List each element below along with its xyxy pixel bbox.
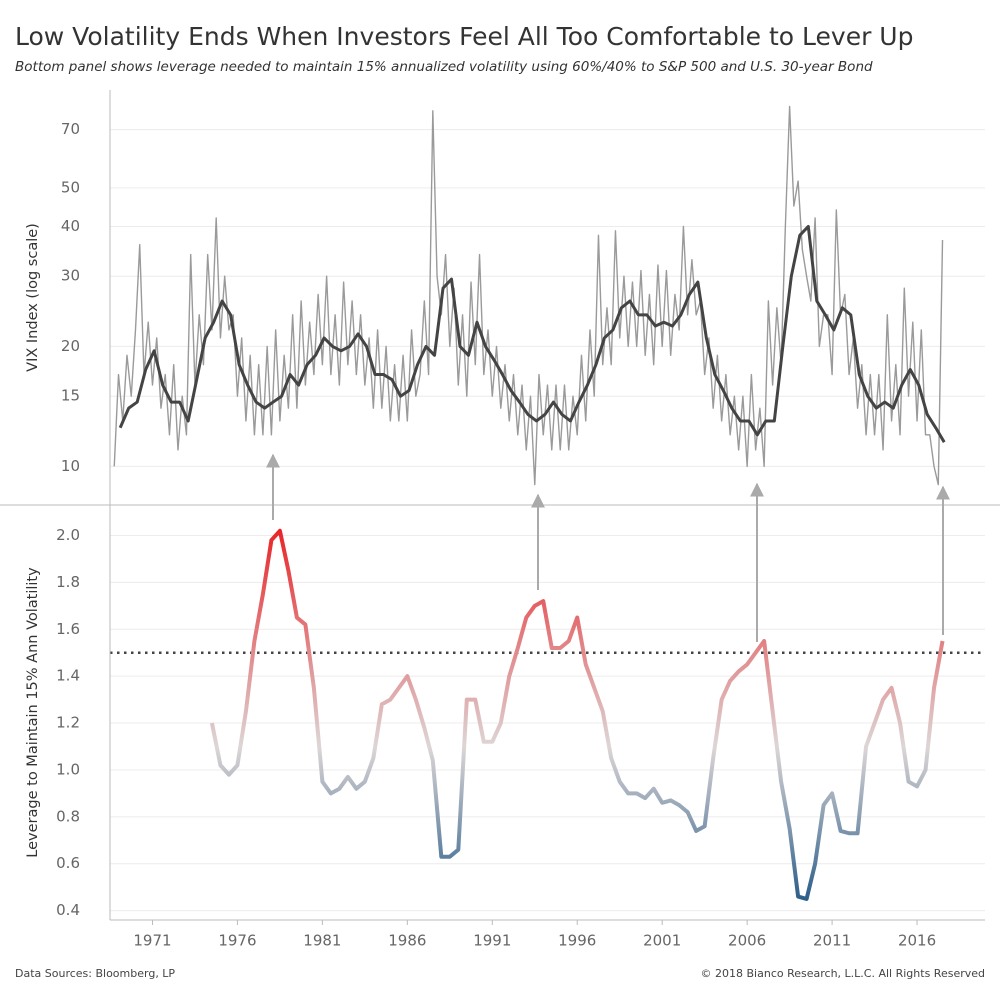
x-tick-label: 1991 [473,932,511,950]
y-axis-label: Leverage to Maintain 15% Ann Volatility [25,567,41,858]
y-tick-label: 40 [61,217,80,235]
y-tick-label: 15 [61,387,80,405]
chart-title: Low Volatility Ends When Investors Feel … [15,22,913,51]
series-line [113,105,944,486]
y-tick-label: 1.6 [56,620,80,638]
plot-area: 10 15 20 30 40 50 70 VIX Index (log scale) 0.4 0.… [25,105,985,950]
source-note: Data Sources: Bloomberg, LP [15,967,175,980]
y-axis-label: VIX Index (log scale) [25,223,41,372]
x-tick-label: 1986 [388,932,426,950]
x-tick-label: 1971 [133,932,171,950]
y-tick-label: 1.0 [56,760,80,778]
y-tick-label: 1.8 [56,573,80,591]
x-tick-label: 1981 [303,932,341,950]
y-tick-label: 2.0 [56,526,80,544]
x-tick-label: 1996 [558,932,596,950]
series-line [118,224,946,443]
frame [0,90,1000,921]
y-tick-label: 30 [61,267,80,285]
y-tick-label: 0.4 [56,901,80,919]
series-line [209,528,945,901]
x-tick-label: 2016 [898,932,936,950]
y-tick-label: 10 [61,457,80,475]
y-tick-label: 0.6 [56,854,80,872]
x-tick-label: 1976 [218,932,256,950]
x-tick-label: 2006 [728,932,766,950]
y-tick-label: 50 [61,178,80,196]
y-tick-label: 0.8 [56,807,80,825]
y-tick-label: 1.2 [56,714,80,732]
y-tick-label: 1.4 [56,667,80,685]
x-tick-label: 2011 [813,932,851,950]
chart-subtitle: Bottom panel shows leverage needed to ma… [15,59,873,75]
copyright-note: © 2018 Bianco Research, L.L.C. All Right… [701,967,985,980]
y-tick-label: 70 [61,120,80,138]
annotation-arrows [266,453,950,642]
x-tick-label: 2001 [643,932,681,950]
y-tick-label: 20 [61,337,80,355]
